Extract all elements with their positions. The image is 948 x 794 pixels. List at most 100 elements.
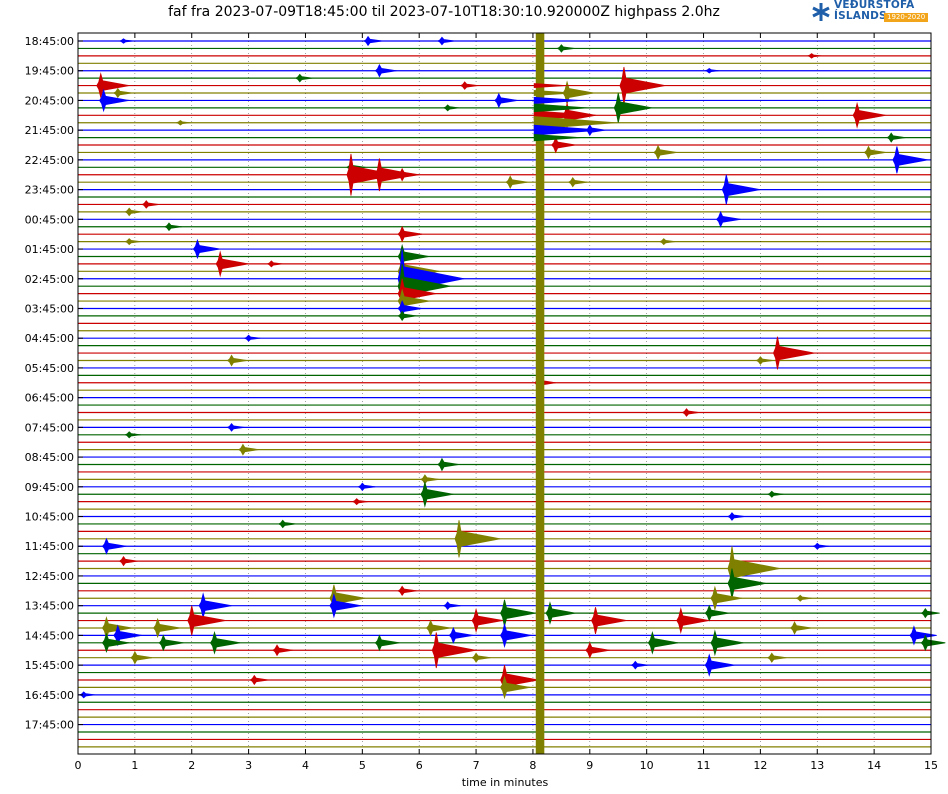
x-tick-label: 14	[867, 759, 881, 772]
major-earthquake-band	[535, 33, 545, 754]
seismic-event	[703, 67, 720, 74]
logo-text: VEÐURSTOFA ÍSLANDS	[834, 0, 914, 22]
seismic-event	[437, 36, 456, 46]
seismic-event	[795, 594, 812, 602]
seismic-event	[192, 238, 221, 260]
seismic-event	[710, 585, 742, 611]
x-tick-label: 13	[810, 759, 824, 772]
x-tick-label: 11	[697, 759, 711, 772]
seismic-event	[187, 605, 226, 636]
x-tick-label: 2	[188, 759, 195, 772]
x-tick-label: 1	[131, 759, 138, 772]
y-tick-label: 20:45:00	[25, 94, 74, 107]
seismic-event	[243, 334, 261, 342]
y-tick-label: 09:45:00	[25, 481, 74, 494]
seismic-event	[545, 601, 576, 625]
y-tick-label: 11:45:00	[25, 540, 74, 553]
seismic-event	[442, 601, 461, 611]
earthquake-coda	[533, 124, 608, 136]
x-tick-label: 4	[302, 759, 309, 772]
seismic-event	[101, 537, 127, 555]
y-tick-label: 07:45:00	[25, 421, 74, 434]
y-tick-label: 06:45:00	[25, 392, 74, 405]
seismic-event	[363, 35, 383, 47]
seismic-event	[210, 631, 241, 655]
y-tick-label: 04:45:00	[25, 332, 74, 345]
seismic-event	[909, 625, 937, 646]
seismic-event	[141, 200, 160, 209]
seismic-event	[556, 44, 575, 53]
seismic-event	[374, 63, 397, 78]
seismic-event	[357, 482, 376, 492]
seismic-event	[789, 621, 812, 635]
seismic-event	[124, 238, 141, 246]
seismic-event	[500, 599, 536, 627]
seismic-event	[431, 632, 476, 669]
seismic-event	[437, 457, 460, 472]
seismic-event	[852, 101, 886, 129]
seismic-event	[459, 81, 478, 90]
y-tick-label: 23:45:00	[25, 184, 74, 197]
seismic-event	[374, 634, 400, 652]
seismic-event	[99, 88, 130, 113]
seismic-event	[175, 120, 191, 126]
y-tick-label: 00:45:00	[25, 213, 74, 226]
seismic-event	[215, 250, 249, 278]
seismic-event	[96, 72, 130, 100]
seismic-event	[420, 474, 440, 485]
earthquake-coda	[533, 83, 573, 88]
seismic-event	[420, 480, 454, 508]
y-tick-label: 22:45:00	[25, 154, 74, 167]
seismic-event	[397, 585, 417, 596]
seismic-event	[500, 622, 532, 649]
y-tick-label: 15:45:00	[25, 659, 74, 672]
seismic-event	[681, 408, 700, 417]
seismic-event	[164, 222, 183, 232]
seismic-event	[226, 423, 245, 432]
seismic-event	[676, 607, 710, 635]
seismic-event	[710, 629, 744, 657]
seismic-event	[198, 592, 232, 620]
seismic-event	[130, 650, 153, 665]
y-tick-label: 16:45:00	[25, 689, 74, 702]
y-tick-label: 08:45:00	[25, 451, 74, 464]
seismic-event	[494, 92, 518, 109]
x-tick-label: 0	[75, 759, 82, 772]
seismic-event	[226, 354, 248, 367]
x-tick-label: 6	[416, 759, 423, 772]
seismic-event	[294, 73, 313, 83]
seismic-event	[551, 136, 576, 154]
seismic-event	[920, 634, 946, 652]
seismic-event	[716, 210, 741, 228]
seismic-event	[505, 175, 528, 189]
seismic-event	[704, 604, 730, 622]
seismic-event	[568, 177, 588, 188]
y-tick-label: 02:45:00	[25, 273, 74, 286]
seismic-event	[329, 593, 361, 619]
chart-title: faf fra 2023-07-09T18:45:00 til 2023-07-…	[168, 4, 720, 20]
y-tick-label: 19:45:00	[25, 65, 74, 78]
seismic-event	[886, 132, 906, 143]
seismic-event	[500, 675, 531, 700]
y-tick-label: 21:45:00	[25, 124, 74, 137]
seismic-event	[755, 356, 774, 365]
y-tick-label: 03:45:00	[25, 302, 74, 315]
seismic-event	[78, 691, 96, 699]
snowflake-icon	[812, 3, 830, 21]
x-tick-label: 3	[245, 759, 252, 772]
seismic-event	[158, 634, 184, 652]
earthquake-coda	[533, 103, 594, 113]
x-tick-label: 7	[473, 759, 480, 772]
seismic-event	[647, 631, 679, 655]
seismic-event	[767, 652, 787, 663]
y-tick-label: 18:45:00	[25, 35, 74, 48]
earthquake-coda	[533, 96, 587, 105]
seismic-event	[448, 626, 474, 644]
earthquake-coda	[533, 90, 580, 97]
seismic-event	[471, 607, 504, 634]
seismic-event	[773, 336, 815, 370]
seismic-event	[124, 431, 141, 439]
logo-line2: ÍSLANDS	[834, 10, 887, 22]
seismic-event	[118, 38, 134, 44]
